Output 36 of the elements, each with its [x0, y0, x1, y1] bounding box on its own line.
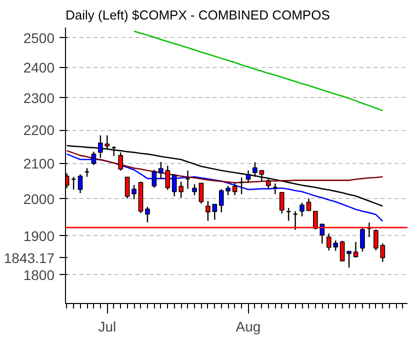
candlestick	[152, 169, 157, 188]
x-tick-label: Jul	[98, 318, 116, 334]
candlestick	[306, 198, 312, 212]
y-tick-label: 2000	[23, 190, 55, 207]
candlestick	[360, 226, 365, 252]
candlestick	[118, 152, 124, 172]
candlestick	[259, 170, 264, 182]
candlestick	[292, 210, 298, 230]
candlestick	[346, 250, 352, 268]
y-tick-label: 1900	[23, 228, 55, 244]
candlestick	[300, 202, 304, 217]
y-tick-label: 2200	[23, 122, 55, 138]
line-series	[66, 153, 384, 222]
x-tick-label: Aug	[236, 318, 261, 334]
candlestick	[340, 240, 345, 262]
y-tick-label: 1800	[23, 266, 55, 283]
candlestick	[266, 178, 271, 190]
candlestick	[124, 176, 130, 200]
y-tick-label: 2100	[23, 156, 55, 172]
y-tick-label: 2400	[23, 59, 55, 76]
y-tick-label: 2300	[23, 90, 55, 106]
candlestick	[198, 182, 204, 204]
candlestick	[252, 162, 258, 178]
candlestick	[353, 241, 358, 258]
candlestick	[132, 184, 136, 200]
candlestick	[70, 176, 76, 190]
line-series	[133, 30, 384, 112]
candlestick	[246, 170, 251, 184]
y-tick-label: 2500	[23, 30, 55, 46]
candlestick	[232, 182, 238, 196]
candlestick	[279, 192, 284, 214]
candlestick	[192, 184, 197, 196]
candlestick	[78, 174, 83, 194]
y-tick-label: 1843.17	[4, 250, 55, 266]
chart-title: Daily (Left) $COMPX - COMBINED COMPOS	[66, 8, 330, 22]
candlestick	[145, 206, 150, 223]
